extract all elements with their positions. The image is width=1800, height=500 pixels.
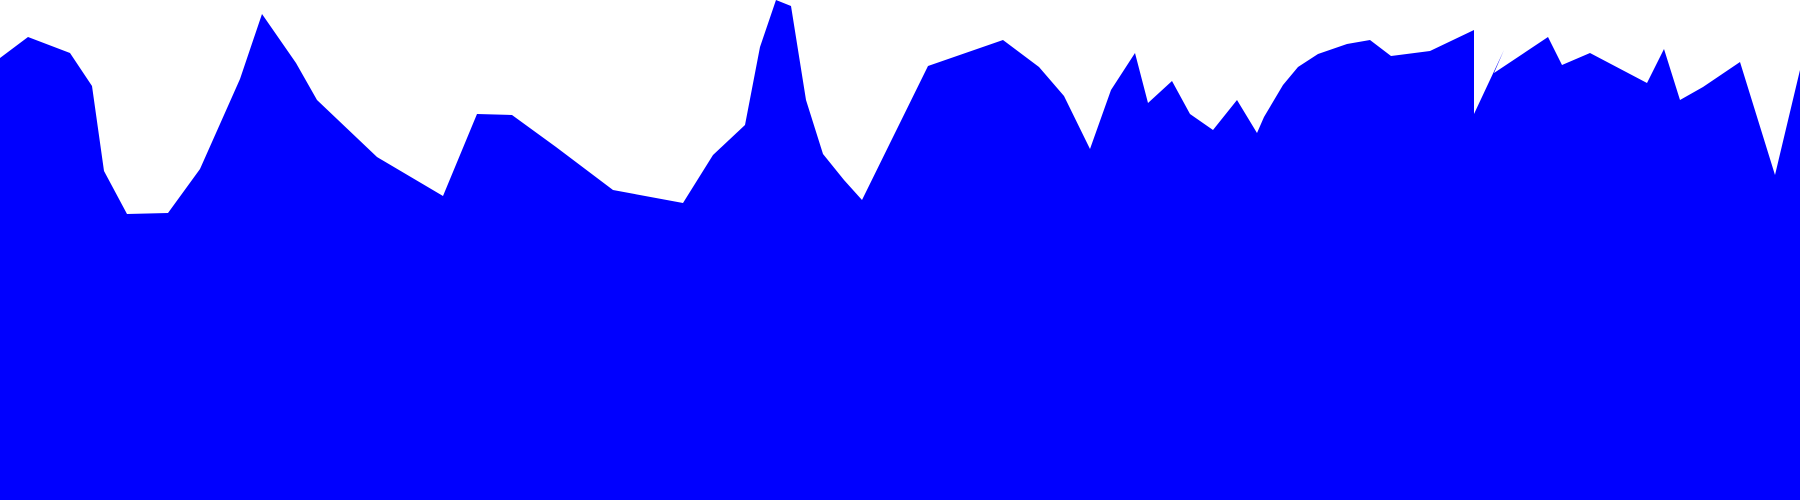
chart-canvas (0, 0, 1800, 500)
area-series (0, 0, 1800, 500)
area-chart (0, 0, 1800, 500)
